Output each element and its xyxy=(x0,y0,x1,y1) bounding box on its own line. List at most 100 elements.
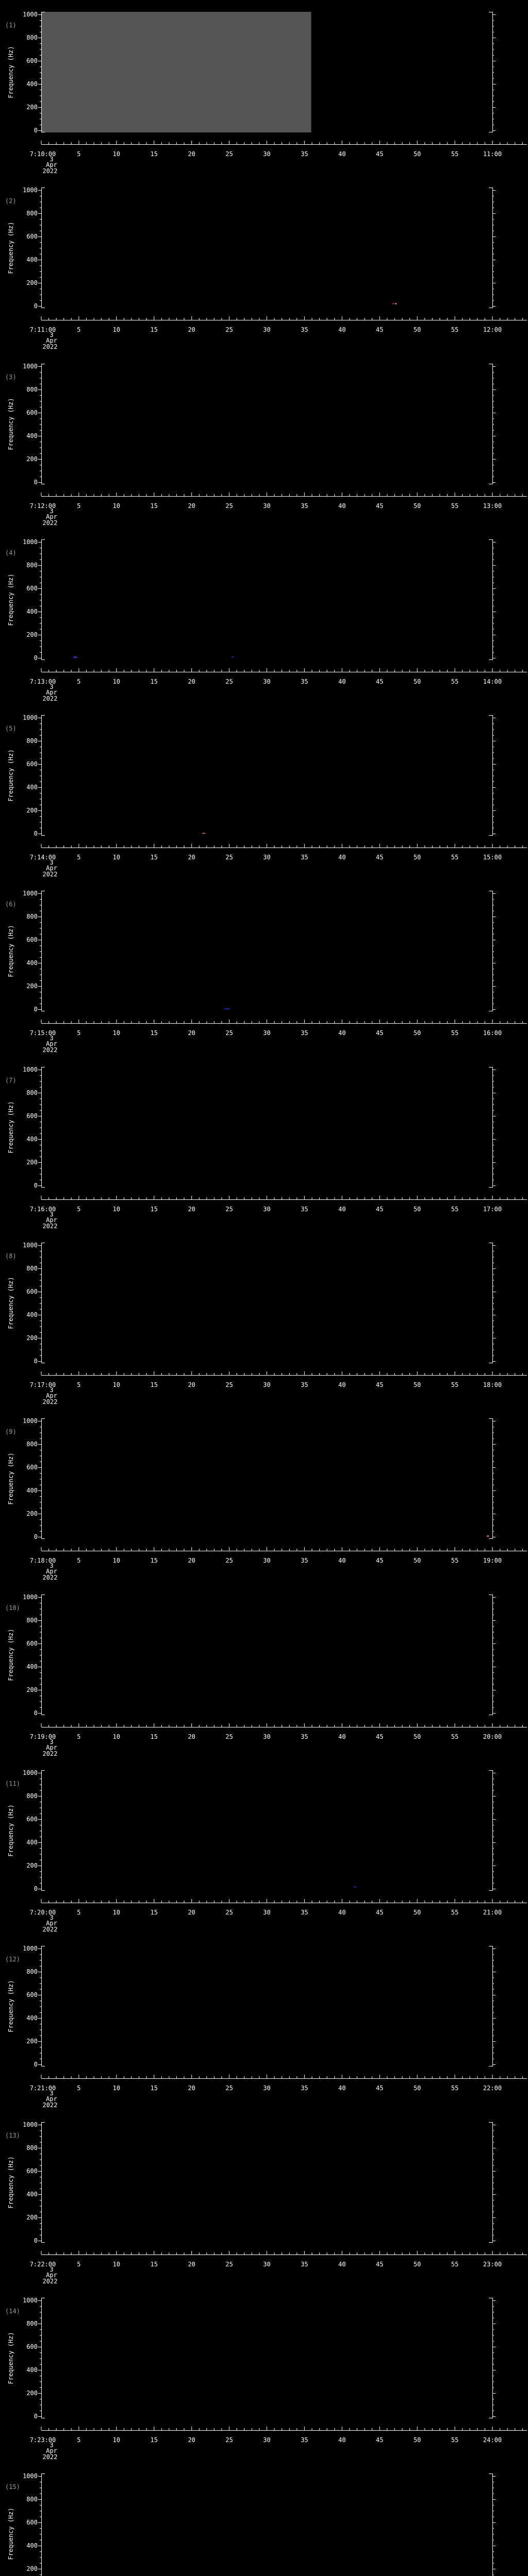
y-tick-label: 1000 xyxy=(23,363,38,370)
x-start-time-label: 7:17:00 xyxy=(30,1381,56,1388)
y-axis-title: Frequency (Hz) xyxy=(7,2507,14,2560)
x-end-time-label: 15:00 xyxy=(483,854,502,861)
x-tick-label: 5 xyxy=(77,1557,80,1564)
x-tick-label: 30 xyxy=(263,1557,270,1564)
spectrogram-panel-8: 0 200 400 600 800 1000 Frequency (Hz) (8) 5 10 15 2… xyxy=(0,1231,528,1407)
x-tick-label: 25 xyxy=(225,1381,233,1388)
date-month-label: Apr xyxy=(46,2095,57,2103)
date-month-label: Apr xyxy=(46,2272,57,2279)
date-day-label: 3 xyxy=(50,156,53,163)
x-tick-label: 25 xyxy=(225,854,233,861)
panel-index-label: (2) xyxy=(5,197,16,205)
x-tick-label: 25 xyxy=(225,2084,233,2092)
x-tick-label: 55 xyxy=(451,2436,458,2444)
x-tick-label: 45 xyxy=(376,2436,383,2444)
x-tick-label: 15 xyxy=(151,150,158,158)
x-tick-label: 25 xyxy=(225,2261,233,2268)
x-tick-label: 30 xyxy=(263,2261,270,2268)
x-tick-label: 45 xyxy=(376,502,383,510)
x-tick-label: 55 xyxy=(451,1909,458,1916)
x-tick-label: 50 xyxy=(414,1909,421,1916)
panel-svg-2: 0 200 400 600 800 1000 Frequency (Hz) (2) 5 10 15 2… xyxy=(5,187,527,350)
panel-index-label: (7) xyxy=(5,1077,16,1084)
date-year-label: 2022 xyxy=(43,1046,58,1054)
x-tick-label: 15 xyxy=(151,854,158,861)
x-tick-label: 25 xyxy=(225,678,233,685)
panel-svg-9: 0 200 400 600 800 1000 Frequency (Hz) (9) 5 10 15 2… xyxy=(5,1417,527,1581)
date-month-label: Apr xyxy=(46,161,57,168)
date-month-label: Apr xyxy=(46,513,57,520)
panel-index-label: (8) xyxy=(5,1252,16,1260)
y-tick-label: 0 xyxy=(34,830,38,837)
x-tick-label: 5 xyxy=(77,1733,80,1740)
x-tick-label: 35 xyxy=(301,1909,308,1916)
x-tick-label: 45 xyxy=(376,1029,383,1037)
y-axis-title: Frequency (Hz) xyxy=(7,398,14,450)
x-tick-label: 15 xyxy=(151,2261,158,2268)
panel-index-label: (13) xyxy=(5,2132,20,2139)
x-tick-label: 40 xyxy=(338,502,345,510)
panel-svg-3: 0 200 400 600 800 1000 Frequency (Hz) (3) 5 10 15 2… xyxy=(5,363,527,527)
x-tick-label: 20 xyxy=(188,150,195,158)
x-tick-label: 30 xyxy=(263,854,270,861)
y-axis-title: Frequency (Hz) xyxy=(7,1980,14,2032)
panel-index-label: (5) xyxy=(5,725,16,732)
y-tick-label: 1000 xyxy=(23,1594,38,1601)
y-axis-title: Frequency (Hz) xyxy=(7,2332,14,2384)
x-tick-label: 5 xyxy=(77,854,80,861)
x-end-time-label: 12:00 xyxy=(483,326,502,333)
y-tick-label: 1000 xyxy=(23,1242,38,1249)
y-tick-label: 400 xyxy=(26,2191,38,2198)
y-tick-label: 400 xyxy=(26,1136,38,1143)
x-tick-label: 35 xyxy=(301,1029,308,1037)
panel-svg-4: 0 200 400 600 800 1000 Frequency (Hz) (4) 5 10 15 2… xyxy=(5,538,527,702)
date-year-label: 2022 xyxy=(43,1926,58,1933)
x-tick-label: 40 xyxy=(338,1733,345,1740)
x-tick-label: 15 xyxy=(151,2436,158,2444)
date-month-label: Apr xyxy=(46,1920,57,1927)
x-tick-label: 20 xyxy=(188,2084,195,2092)
y-tick-label: 200 xyxy=(26,807,38,814)
x-tick-label: 10 xyxy=(113,1909,120,1916)
x-tick-label: 45 xyxy=(376,326,383,333)
x-start-time-label: 7:18:00 xyxy=(30,1557,56,1564)
y-tick-label: 600 xyxy=(26,233,38,240)
x-start-time-label: 7:23:00 xyxy=(30,2436,56,2444)
y-tick-label: 400 xyxy=(26,1311,38,1318)
date-year-label: 2022 xyxy=(43,343,58,350)
y-tick-label: 1000 xyxy=(23,714,38,721)
date-day-label: 3 xyxy=(50,1738,53,1745)
x-tick-label: 20 xyxy=(188,326,195,333)
y-axis-title: Frequency (Hz) xyxy=(7,1629,14,1681)
x-tick-label: 35 xyxy=(301,2261,308,2268)
date-day-label: 3 xyxy=(50,683,53,690)
y-tick-label: 1000 xyxy=(23,1417,38,1425)
detection-feature xyxy=(392,303,395,304)
panel-index-label: (11) xyxy=(5,1780,20,1787)
panel-svg-8: 0 200 400 600 800 1000 Frequency (Hz) (8) 5 10 15 2… xyxy=(5,1242,527,1405)
x-tick-label: 40 xyxy=(338,1206,345,1213)
y-tick-label: 200 xyxy=(26,982,38,990)
panel-svg-11: 0 200 400 600 800 1000 Frequency (Hz) (11) 5 10 15… xyxy=(5,1769,527,1933)
y-tick-label: 0 xyxy=(34,1885,38,1892)
x-end-time-label: 16:00 xyxy=(483,1029,502,1037)
y-tick-label: 800 xyxy=(26,34,38,41)
y-tick-label: 400 xyxy=(26,959,38,967)
y-tick-label: 400 xyxy=(26,1839,38,1846)
x-tick-label: 50 xyxy=(414,1557,421,1564)
x-tick-label: 40 xyxy=(338,678,345,685)
x-tick-label: 55 xyxy=(451,1733,458,1740)
x-start-time-label: 7:20:00 xyxy=(30,1909,56,1916)
spectrogram-panel-12: 0 200 400 600 800 1000 Frequency (Hz) (12) 5 10 15… xyxy=(0,1934,528,2110)
x-tick-label: 30 xyxy=(263,502,270,510)
panel-index-label: (6) xyxy=(5,901,16,908)
y-tick-label: 200 xyxy=(26,1510,38,1517)
x-end-time-label: 21:00 xyxy=(483,1909,502,1916)
x-tick-label: 35 xyxy=(301,1557,308,1564)
x-tick-label: 15 xyxy=(151,1206,158,1213)
spectrogram-panel-10: 0 200 400 600 800 1000 Frequency (Hz) (10) 5 10 15… xyxy=(0,1583,528,1759)
spectrogram-panel-11: 0 200 400 600 800 1000 Frequency (Hz) (11) 5 10 15… xyxy=(0,1758,528,1935)
y-tick-label: 400 xyxy=(26,608,38,615)
x-end-time-label: 24:00 xyxy=(483,2436,502,2444)
